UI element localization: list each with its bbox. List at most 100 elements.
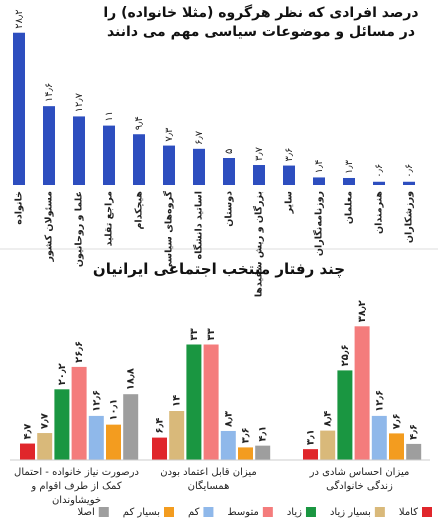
bar <box>152 437 167 460</box>
bar <box>313 177 325 185</box>
legend-label: بسیار زیاد <box>330 507 371 518</box>
chart-title: درصد افرادی که نظر هرگروه (مثلا خانواده)… <box>103 5 419 40</box>
value-label: ۴٫۱ <box>258 426 269 442</box>
value-label: ۷٫۶ <box>392 413 403 429</box>
value-label: ۳٫۶ <box>284 148 295 162</box>
value-label: ۳٫۶ <box>241 427 252 443</box>
bar <box>20 443 35 460</box>
category-label: میزان احساس شادی در زندگی خانوادگی <box>309 467 410 492</box>
bar <box>88 415 104 460</box>
value-label: ۱۴ <box>172 395 183 407</box>
value-label: ۸٫۴ <box>323 411 334 427</box>
x-tick-label: روزنامه‌نگاران <box>313 191 325 256</box>
bar <box>103 125 115 185</box>
value-label: ۴٫۷ <box>23 424 34 440</box>
value-label: ۱۸٫۸ <box>126 368 137 390</box>
x-tick-label: هیچکدام <box>134 191 145 230</box>
value-label: ۷٫۳ <box>164 127 175 142</box>
bar <box>354 326 370 460</box>
bar <box>223 158 235 185</box>
bar <box>123 394 139 460</box>
value-label: ۴٫۶ <box>409 424 420 440</box>
bar <box>303 449 318 460</box>
value-label: ۲۸٫۲ <box>14 9 25 28</box>
bar <box>253 165 265 185</box>
x-tick-label: بزرگان و ریش سفیدها <box>253 191 265 297</box>
x-tick-label: مراجع تقلید <box>104 191 115 246</box>
x-tick-label: دوستان <box>224 191 235 227</box>
bar <box>283 165 295 185</box>
category-label: درصورت نیاز خانواده - احتمال کمک از طرف … <box>14 467 139 506</box>
bar <box>220 430 236 460</box>
value-label: ۱۱ <box>104 111 115 122</box>
legend-label: متوسط <box>227 507 258 518</box>
bar <box>169 411 185 460</box>
legend-swatch <box>203 507 214 517</box>
value-label: ۱۴٫۶ <box>44 83 55 102</box>
bar <box>186 344 202 460</box>
bar <box>193 148 205 185</box>
bar <box>255 445 271 460</box>
value-label: ۶٫۴ <box>155 418 166 434</box>
value-label: ۲۰٫۲ <box>57 363 68 385</box>
value-label: ۵ <box>224 149 235 154</box>
value-label: ۱٫۳ <box>344 159 355 174</box>
x-tick-label: سایر <box>284 191 295 214</box>
value-label: ۹٫۴ <box>134 116 145 130</box>
bar <box>406 443 422 460</box>
bar <box>71 366 87 460</box>
x-tick-label: ورزشکاران <box>404 191 415 243</box>
legend-label: کاملا <box>399 507 418 518</box>
bar <box>163 145 175 185</box>
legend-swatch <box>98 507 109 517</box>
x-tick-label: مسئولان کشور <box>44 191 55 263</box>
value-label: ۱۰٫۱ <box>109 399 120 421</box>
value-label: ۲۵٫۶ <box>340 344 351 366</box>
value-label: ۰٫۶ <box>374 164 385 178</box>
bar <box>371 415 387 460</box>
legend-label: بسیار کم <box>123 507 160 518</box>
x-tick-label: علما و روحانیون <box>74 191 85 267</box>
legend-label: زیاد <box>287 507 302 518</box>
value-label: ۲۶٫۶ <box>74 341 85 363</box>
bar <box>373 181 385 185</box>
value-label: ۳٫۱ <box>306 429 317 445</box>
legend-label: اصلا <box>78 507 95 518</box>
bar <box>389 433 404 460</box>
legend-swatch <box>164 507 174 517</box>
chart-title: چند رفتار منتخب اجتماعی ایرانیان <box>92 260 346 278</box>
bar <box>43 106 55 185</box>
value-label: ۱٫۴ <box>314 159 325 173</box>
bar <box>54 389 70 460</box>
x-tick-label: گروه‌های سیاسی <box>163 191 175 272</box>
separator <box>0 248 438 250</box>
legend-swatch <box>262 507 273 517</box>
bar <box>343 177 355 185</box>
x-tick-label: اساتید دانشگاه <box>193 191 205 259</box>
legend-swatch <box>422 507 432 517</box>
value-label: ۳۳ <box>189 328 200 340</box>
category-label: میزان قابل اعتماد بودن همسایگان <box>160 467 257 492</box>
legend-swatch <box>305 507 316 517</box>
bar <box>403 181 415 185</box>
x-tick-label: معلمان <box>344 191 355 224</box>
legend-swatch <box>374 507 385 517</box>
bar <box>106 424 121 460</box>
bar <box>337 370 353 460</box>
x-tick-label: خانواده <box>14 191 25 225</box>
value-label: ۳٫۷ <box>254 146 265 161</box>
value-label: ۱۲٫۶ <box>374 390 385 412</box>
value-label: ۱۲٫۷ <box>74 92 85 112</box>
value-label: ۶٫۷ <box>194 130 205 145</box>
value-label: ۸٫۳ <box>223 411 234 427</box>
bar <box>73 116 85 185</box>
legend-label: کم <box>188 507 200 518</box>
value-label: ۷٫۷ <box>40 413 51 429</box>
bar <box>238 447 253 460</box>
bar <box>203 344 219 460</box>
value-label: ۱۲٫۶ <box>91 390 102 412</box>
value-label: ۳۸٫۲ <box>357 300 368 322</box>
bar <box>37 433 53 460</box>
